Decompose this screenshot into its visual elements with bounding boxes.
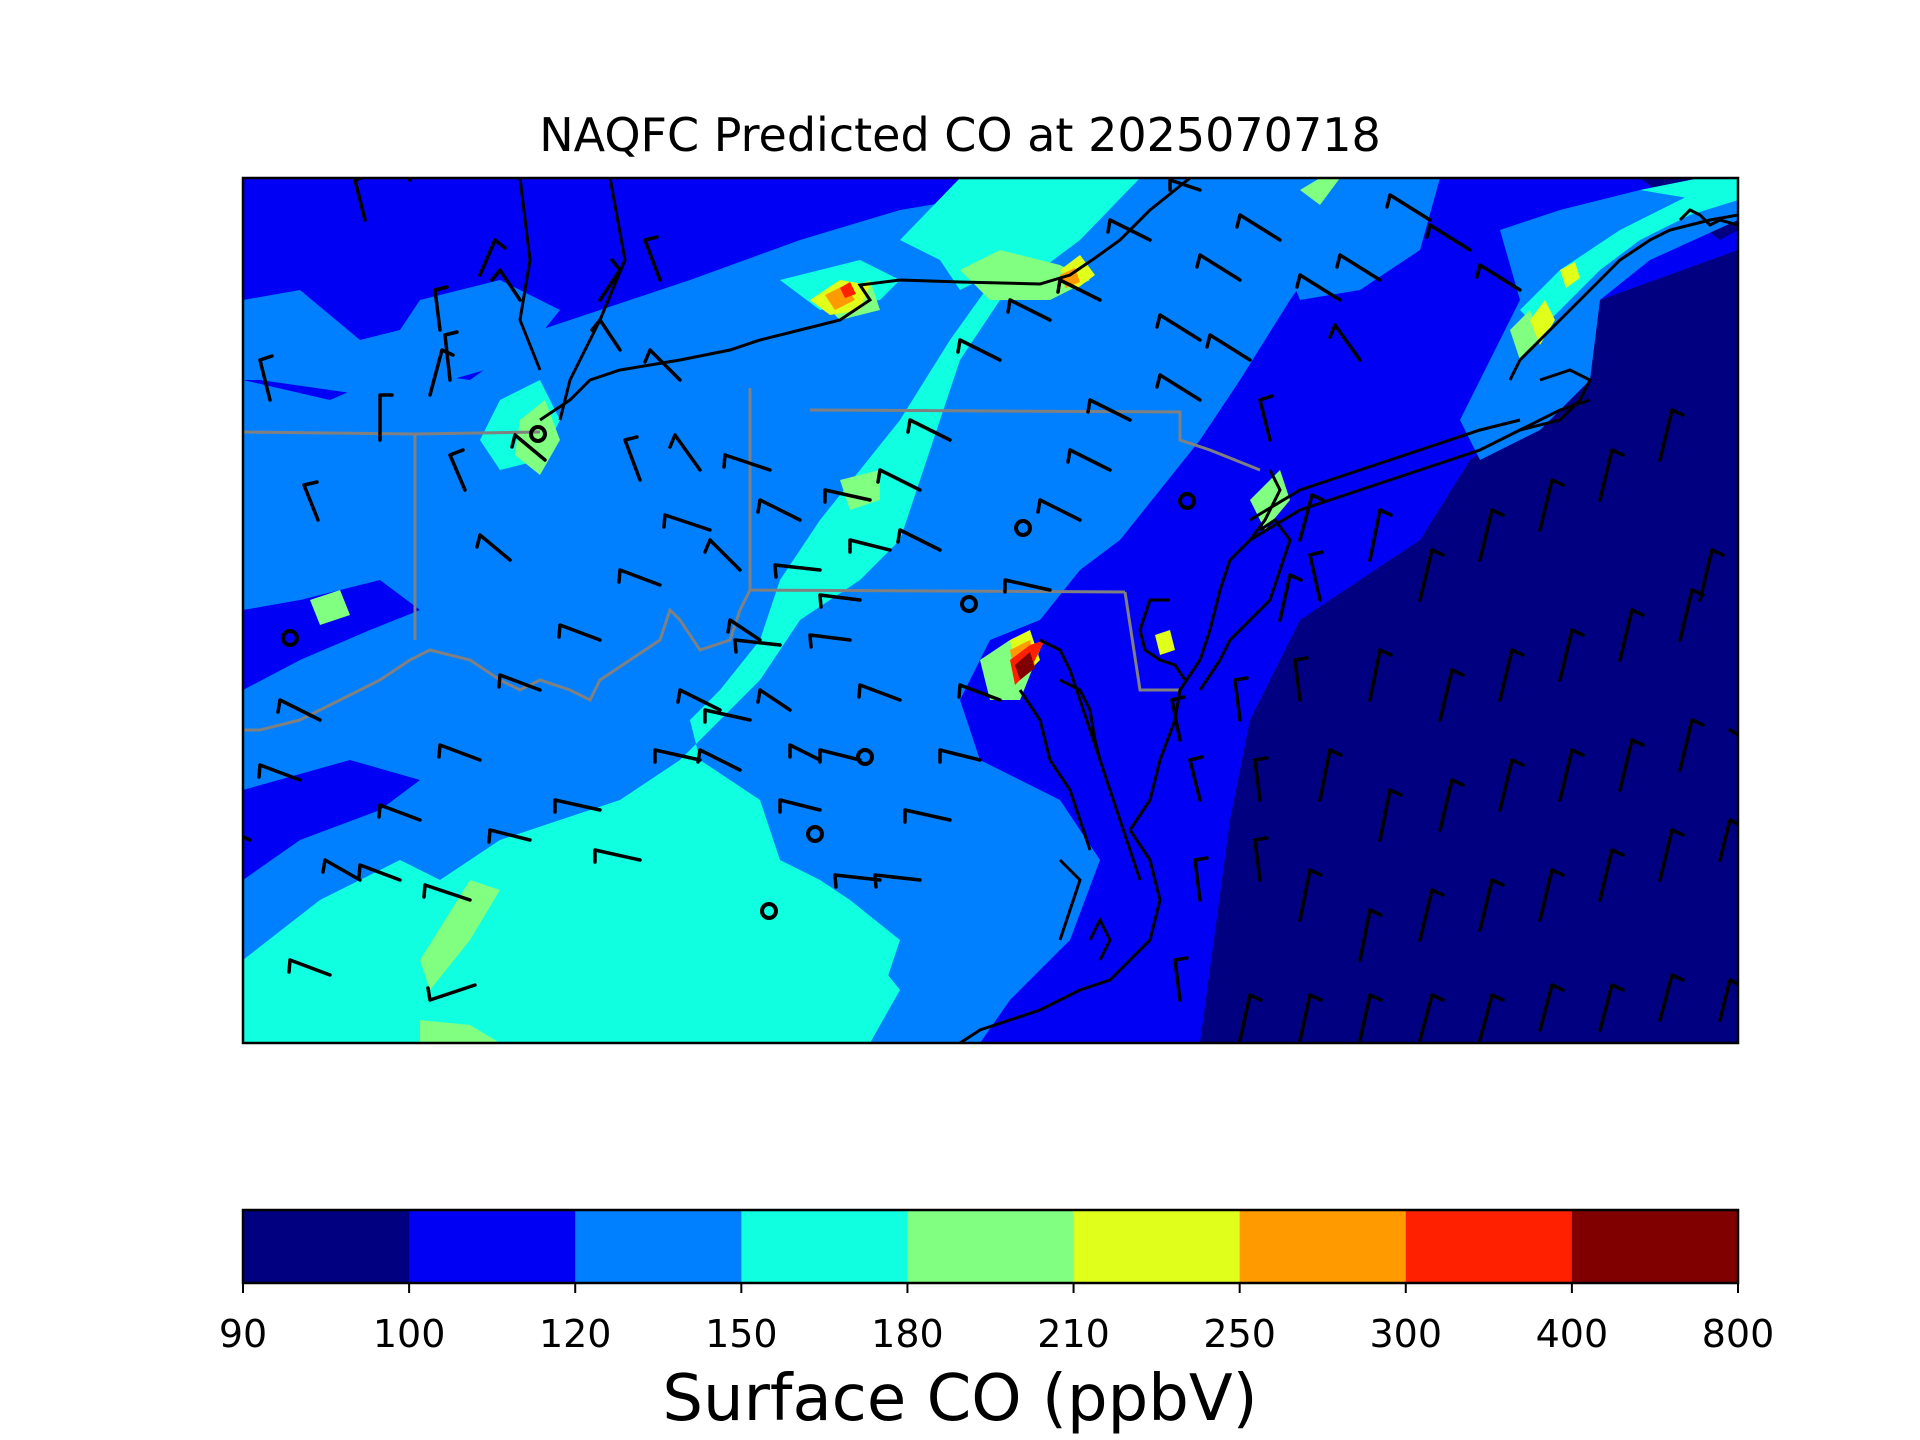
co-field-green-5 xyxy=(420,1020,500,1043)
colorbar-tick-label: 180 xyxy=(871,1312,944,1356)
state-borders xyxy=(243,388,1261,732)
co-field-cyan-ne-top xyxy=(1640,178,1738,200)
colorbar-tick-label: 250 xyxy=(1203,1312,1276,1356)
station-marker xyxy=(760,902,778,920)
colorbar-segment xyxy=(409,1210,576,1283)
station-marker xyxy=(1178,492,1196,510)
co-field-green-11 xyxy=(1300,178,1340,205)
co-field-cyan-north xyxy=(900,178,1080,290)
station-markers xyxy=(281,425,1196,920)
colorbar-tick-label: 400 xyxy=(1535,1312,1609,1356)
station-marker xyxy=(529,425,547,443)
colorbar-segment xyxy=(575,1210,742,1283)
colorbar-segment xyxy=(1571,1210,1739,1283)
co-field-medium-blue-west xyxy=(243,280,560,400)
colorbar-tick-label: 300 xyxy=(1369,1312,1443,1356)
station-marker xyxy=(960,595,978,613)
colorbar-label: Surface CO (ppbV) xyxy=(662,1362,1258,1436)
station-marker xyxy=(1014,519,1032,537)
chart-title: NAQFC Predicted CO at 2025070718 xyxy=(539,108,1381,162)
colorbar-segment xyxy=(741,1210,908,1283)
co-field-cyan-south xyxy=(243,760,900,1043)
colorbar-segment xyxy=(1073,1210,1241,1283)
colorbar-segment xyxy=(243,1210,410,1283)
colorbar-segment xyxy=(1405,1210,1573,1283)
colorbar-frame xyxy=(241,1208,1740,1285)
co-field-green-4 xyxy=(420,880,500,990)
co-field-medium-blue-ne xyxy=(1460,180,1738,460)
station-marker xyxy=(856,748,874,766)
wind-barbs xyxy=(243,178,1738,1042)
colorbar-tick-label: 90 xyxy=(218,1312,268,1356)
colorbar-segment xyxy=(1239,1210,1407,1283)
colorbar-tick-label: 800 xyxy=(1701,1312,1775,1356)
co-field-medium-blue-north xyxy=(1280,178,1440,300)
co-field-yellow-5 xyxy=(1560,262,1580,288)
co-field-yellow-6 xyxy=(1155,630,1175,655)
station-marker xyxy=(806,825,824,843)
colorbar-tick-label: 100 xyxy=(372,1312,446,1356)
co-field-green-7 xyxy=(310,590,350,625)
map-frame xyxy=(241,176,1740,1045)
co-field-green-1 xyxy=(515,400,560,475)
station-marker xyxy=(281,629,299,647)
colorbar-segment xyxy=(907,1210,1075,1283)
co-field-red-1 xyxy=(840,282,856,298)
colorbar-tick-label: 120 xyxy=(538,1312,612,1356)
co-field-darkred-1 xyxy=(1015,652,1035,680)
co-field-yellow-4 xyxy=(1530,300,1555,345)
colorbar-tick-label: 150 xyxy=(705,1312,778,1356)
colorbar-tick-label: 210 xyxy=(1037,1312,1110,1356)
